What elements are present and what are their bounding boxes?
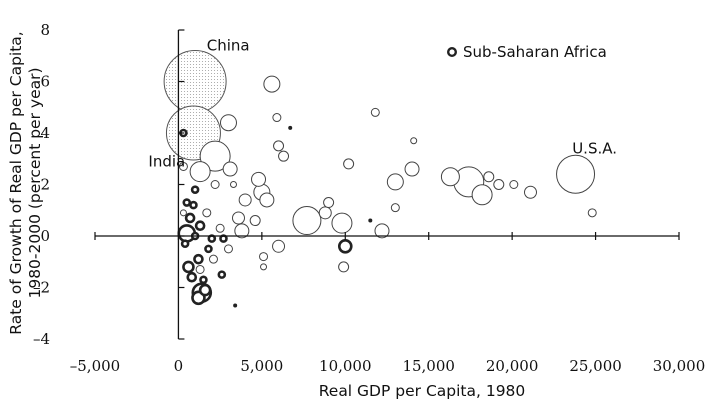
bubble (278, 150, 290, 162)
bubble-sub-saharan-africa (194, 220, 206, 231)
bubble-sub-saharan-africa (217, 270, 227, 279)
y-tick-label: 0 (40, 227, 50, 245)
bubble (259, 192, 275, 208)
bubble (238, 193, 252, 207)
bubble (323, 197, 335, 209)
x-tick-label: 0 (174, 357, 184, 375)
bubble (370, 107, 380, 117)
bubble-sub-saharan-africa (189, 200, 198, 210)
label-layer: Sub-Saharan Africa Real GDP per Capita, … (7, 31, 617, 400)
bubble (273, 140, 285, 152)
bubble (386, 173, 404, 191)
bubble-sub-saharan-africa (198, 283, 212, 297)
legend-label: Sub-Saharan Africa (463, 43, 607, 61)
y-tick-label: –2 (33, 279, 50, 297)
bubble (374, 223, 390, 239)
x-tick-label: 10,000 (319, 357, 372, 375)
bubble-sub-saharan-africa (186, 271, 198, 283)
x-tick-label: 15,000 (402, 357, 455, 375)
y-tick-label: –4 (33, 330, 50, 348)
bubble (233, 303, 238, 308)
bubble-sub-saharan-africa (180, 239, 190, 249)
bubble (229, 181, 237, 188)
annotation-china: China (207, 37, 250, 55)
bubble (223, 244, 233, 254)
bubble (368, 218, 373, 223)
x-tick-label: 20,000 (486, 357, 539, 375)
bubble (222, 161, 238, 177)
bubble (404, 161, 420, 177)
bubble-sub-saharan-africa (182, 198, 192, 207)
y-tick-label: 2 (40, 176, 50, 194)
bubble (251, 171, 267, 187)
bubble (338, 261, 350, 273)
y-tick-label: 4 (40, 124, 50, 142)
bubble (208, 254, 218, 264)
bubble (195, 264, 205, 274)
bubble (260, 263, 268, 271)
bubble (210, 180, 220, 189)
bubble (471, 184, 493, 206)
bubble (259, 252, 269, 262)
legend-marker-circle (447, 47, 458, 58)
bubble-sub-saharan-africa (184, 212, 196, 224)
bubble-sub-saharan-africa (337, 239, 353, 254)
bubble (199, 140, 231, 172)
bubble (263, 75, 281, 93)
bubble (331, 212, 353, 234)
bubble (410, 137, 418, 145)
tick-layer: –5,000 0 5,000 10,000 15,000 20,000 25,000 30,0… (33, 21, 705, 375)
bubble-sub-saharan-africa (182, 260, 195, 274)
y-tick-label: 8 (40, 21, 50, 39)
x-tick-label: 30,000 (653, 357, 706, 375)
bubble (272, 239, 286, 253)
annotation-india: India (148, 152, 185, 170)
bubble-china (163, 50, 227, 113)
bubble (288, 125, 293, 130)
bubble (493, 179, 505, 190)
bubble-sub-saharan-africa (199, 275, 208, 285)
legend-marker-icon (447, 47, 458, 58)
y-tick-label: 6 (40, 73, 50, 91)
bubble (587, 208, 597, 218)
annotation-usa: U.S.A. (572, 140, 617, 158)
x-axis-title: Real GDP per Capita, 1980 (319, 382, 526, 400)
bubble (179, 209, 187, 217)
bubble (234, 223, 250, 239)
bubble (523, 185, 537, 199)
bubble (249, 215, 261, 227)
bubble-usa (556, 154, 596, 194)
y-axis-title-line-2: 1980-2000 (percent per year) (26, 67, 44, 298)
y-axis-title-line-1: Rate of Growth of Real GDP per Capita, (7, 31, 25, 334)
bubble (318, 206, 332, 220)
bubble (390, 203, 400, 213)
x-tick-label: 5,000 (240, 357, 283, 375)
bubble (343, 158, 355, 170)
bubble (219, 114, 237, 132)
bubble-sub-saharan-africa (204, 244, 213, 254)
bubble (189, 161, 211, 183)
bubble-layer (163, 50, 597, 308)
x-tick-label: –5,000 (70, 357, 120, 375)
bubble-sub-saharan-africa (190, 185, 200, 194)
bubble (509, 180, 519, 189)
bubble (440, 167, 460, 187)
bubble (292, 206, 322, 236)
x-tick-label: 25,000 (569, 357, 622, 375)
bubble (178, 161, 188, 171)
bubble-sub-saharan-africa (193, 253, 204, 265)
bubble (272, 113, 282, 123)
bubble (231, 211, 245, 225)
bubble (215, 223, 225, 233)
bubble (483, 171, 495, 183)
bubble (202, 208, 212, 218)
